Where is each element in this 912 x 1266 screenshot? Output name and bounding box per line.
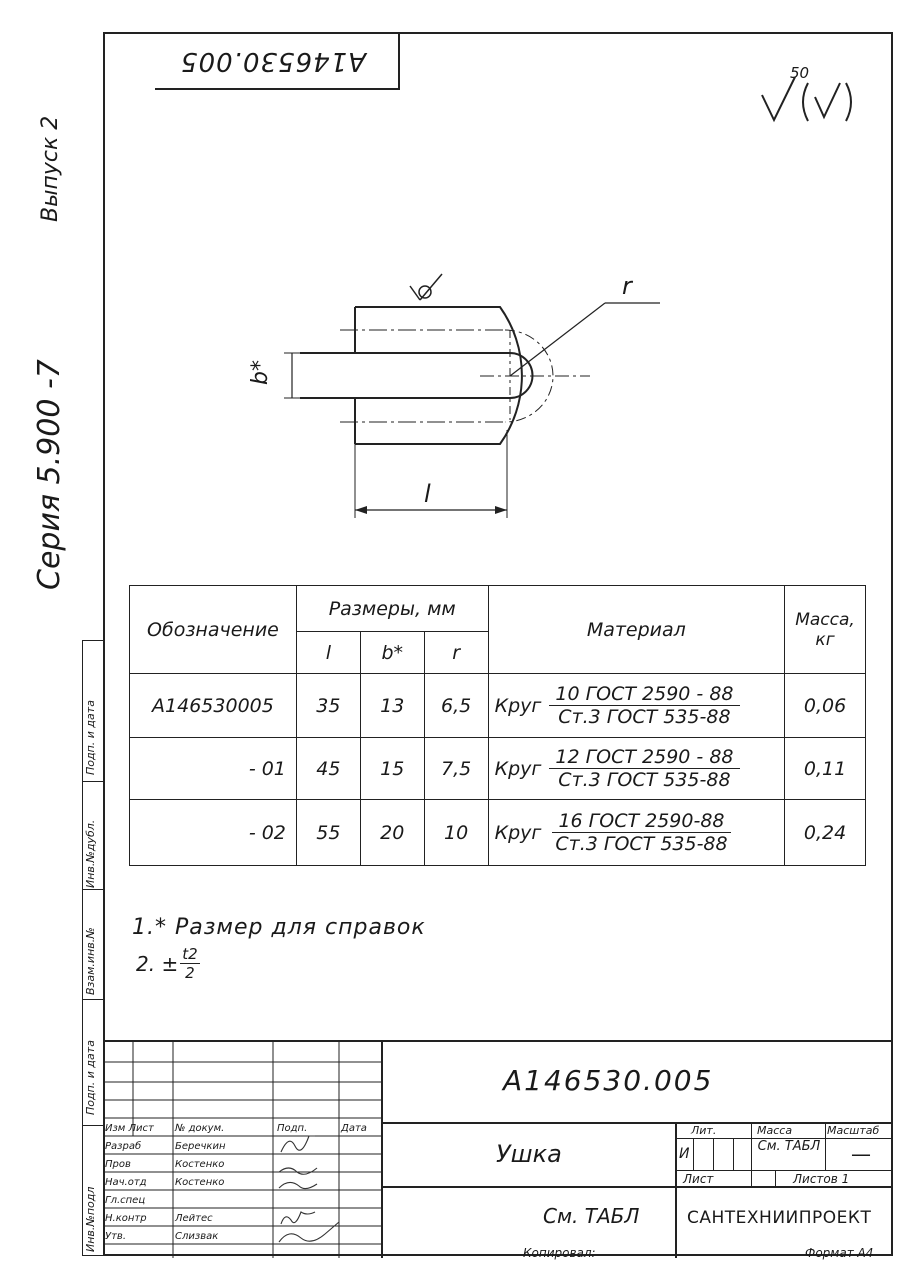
cell-material: Круг 16 ГОСТ 2590-88 Ст.3 ГОСТ 535-88 — [487, 799, 786, 866]
cell-mass: 0,11 — [784, 737, 866, 800]
signer-name: Лейтес — [175, 1213, 213, 1224]
note-2-numerator: t2 — [180, 945, 200, 964]
cell-mass: 0,06 — [784, 673, 866, 738]
title-block: Изм Лист № докум. Подп. Дата Разраб Бере… — [103, 1040, 893, 1260]
signer-date: Дата — [341, 1123, 367, 1134]
strip-label-4: Инв.№дубл. — [84, 819, 97, 888]
sheets-label: Листов 1 — [793, 1172, 850, 1186]
cell-material: Круг 12 ГОСТ 2590 - 88 Ст.3 ГОСТ 535-88 — [487, 737, 786, 800]
dim-r-label: r — [622, 272, 632, 300]
material-bottom: Ст.3 ГОСТ 535-88 — [558, 706, 731, 728]
signer-role: Гл.спец — [105, 1195, 146, 1206]
strip-label-3: Взам.инв.№ — [84, 927, 97, 995]
cell-r: 7,5 — [423, 737, 489, 800]
top-stamp-code: А146530.005 — [180, 46, 366, 76]
sheet-label: Лист — [683, 1172, 714, 1186]
note-1: 1.* Размер для справок — [132, 915, 426, 940]
copied-label: Копировал: — [523, 1246, 596, 1260]
signer-name: Костенко — [175, 1177, 225, 1188]
cell-b: 15 — [359, 737, 425, 800]
table-row: - 01 45 15 7,5 Круг 12 ГОСТ 2590 - 88 Ст.3… — [129, 737, 866, 800]
organization: САНТЕХНИИПРОЕКТ — [687, 1208, 872, 1228]
note-2-denominator: 2 — [185, 964, 195, 982]
cell-b: 13 — [359, 673, 425, 738]
scale-value: — — [851, 1142, 871, 1166]
header-designation: Обозначение — [129, 585, 297, 674]
material-prefix: Круг — [494, 694, 542, 717]
cell-l: 35 — [295, 673, 361, 738]
lit-value: И — [679, 1146, 690, 1162]
spec-table: Обозначение Размеры, мм Материал Масса, … — [129, 585, 866, 866]
cell-mass: 0,24 — [784, 799, 866, 866]
top-stamp-box — [155, 32, 400, 90]
cell-material: Круг 10 ГОСТ 2590 - 88 Ст.3 ГОСТ 535-88 — [487, 673, 786, 738]
header-sizes: Размеры, мм — [295, 585, 489, 632]
cell-l: 55 — [295, 799, 361, 866]
cell-r: 10 — [423, 799, 489, 866]
material-top: 10 ГОСТ 2590 - 88 — [549, 683, 740, 706]
signer-role: Утв. — [105, 1231, 126, 1242]
header-mass: Масса, кг — [784, 585, 866, 674]
roughness-symbol — [760, 75, 860, 129]
signer-sign: Подп. — [277, 1123, 308, 1134]
cell-l: 45 — [295, 737, 361, 800]
dim-b-label: b* — [247, 360, 273, 385]
signer-role: Н.контр — [105, 1213, 147, 1224]
signatures — [278, 1135, 340, 1243]
mass-label: Масса — [757, 1124, 793, 1137]
signer-name: Костенко — [175, 1159, 225, 1170]
note-2: 2. ± t2 2 — [136, 945, 200, 982]
issue-label: Выпуск 2 — [38, 115, 63, 222]
table-row: А146530005 35 13 6,5 Круг 10 ГОСТ 2590 - … — [129, 673, 866, 738]
signer-name: Беречкин — [175, 1141, 226, 1152]
cell-r: 6,5 — [423, 673, 489, 738]
part-name: Ушка — [496, 1140, 562, 1168]
table-row: - 02 55 20 10 Круг 16 ГОСТ 2590-88 Ст.3 ГО… — [129, 799, 866, 866]
strip-label-2: Подп. и дата — [84, 1040, 97, 1115]
material-top: 16 ГОСТ 2590-88 — [552, 810, 731, 833]
signer-role: Изм Лист — [105, 1123, 154, 1134]
header-l: l — [295, 631, 361, 674]
left-strip — [82, 640, 104, 1256]
format-label: Формат А4 — [805, 1246, 874, 1260]
dim-l-label: l — [424, 480, 431, 508]
signer-role: Нач.отд — [105, 1177, 147, 1188]
header-r: r — [423, 631, 489, 674]
signer-role: Разраб — [105, 1141, 142, 1152]
series-label: Серия 5.900 -7 — [32, 359, 67, 590]
cell-designation: А146530005 — [129, 673, 297, 738]
part-drawing — [270, 270, 690, 534]
signer-role: Пров — [105, 1159, 131, 1170]
drawing-frame — [103, 32, 893, 1256]
cell-b: 20 — [359, 799, 425, 866]
header-b: b* — [359, 631, 425, 674]
note-2-prefix: 2. ± — [136, 951, 179, 976]
material-bottom: Ст.3 ГОСТ 535-88 — [558, 769, 731, 791]
cell-designation: - 02 — [129, 799, 297, 866]
lit-label: Лит. — [691, 1124, 717, 1137]
material-bottom: Ст.3 ГОСТ 535-88 — [555, 833, 728, 855]
signer-name: № докум. — [175, 1123, 225, 1134]
material-prefix: Круг — [494, 821, 542, 844]
mass-value: См. ТАБЛ — [757, 1139, 821, 1154]
material-ref: См. ТАБЛ — [543, 1204, 640, 1228]
strip-label-5: Подп. и дата — [84, 700, 97, 775]
scale-label: Масштаб — [827, 1124, 880, 1137]
material-top: 12 ГОСТ 2590 - 88 — [549, 746, 740, 769]
header-material: Материал — [487, 585, 786, 674]
doc-code: А146530.005 — [503, 1064, 714, 1097]
material-prefix: Круг — [494, 757, 542, 780]
strip-label-1: Инв.№подл — [84, 1186, 97, 1252]
signer-name: Слизвак — [175, 1231, 219, 1242]
cell-designation: - 01 — [129, 737, 297, 800]
